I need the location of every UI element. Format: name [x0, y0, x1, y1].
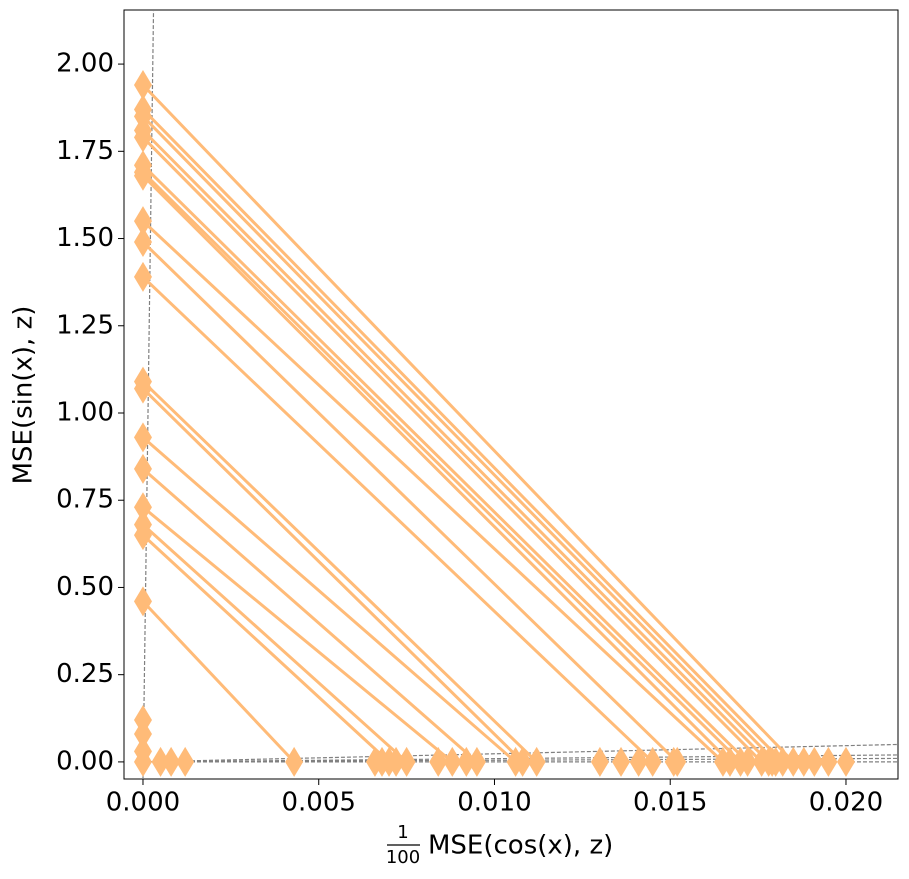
x-label-numerator: 1 [397, 822, 408, 843]
x-tick-label: 0.010 [457, 788, 531, 818]
marker [176, 746, 195, 777]
x-label-denominator: 100 [386, 847, 420, 868]
marker [133, 718, 152, 749]
marker [133, 586, 152, 617]
y-tick-label: 0.75 [56, 485, 114, 515]
marker [133, 373, 152, 404]
marker [151, 746, 170, 777]
segment-line [141, 115, 777, 763]
marker [467, 746, 486, 777]
segment-line [141, 129, 770, 763]
x-tick-label: 0.020 [809, 788, 883, 818]
y-tick-label: 1.00 [56, 397, 114, 427]
segment-line [142, 506, 454, 764]
y-tick-label: 1.25 [56, 310, 114, 340]
marker [429, 746, 448, 777]
plot-area [123, 9, 899, 780]
marker [397, 746, 416, 777]
marker [133, 736, 152, 767]
segment-line [141, 534, 391, 764]
segment-line [141, 467, 478, 764]
marker [387, 746, 406, 777]
marker [713, 746, 732, 777]
marker [629, 746, 648, 777]
marker [443, 746, 462, 777]
marker [133, 422, 152, 453]
x-tick-label: 0.015 [633, 788, 707, 818]
marker [805, 746, 824, 777]
segment-line [141, 240, 679, 763]
segment-line [141, 380, 538, 763]
marker [612, 746, 631, 777]
marker [373, 746, 391, 777]
marker [763, 746, 782, 777]
segment-line [141, 275, 654, 763]
y-tick-label: 0.50 [56, 572, 114, 602]
segment-line [141, 83, 795, 763]
y-tick-label: 0.25 [56, 659, 114, 689]
y-axis-label: MSE(sin(x), z) [9, 306, 39, 485]
marker [836, 746, 855, 777]
marker [819, 746, 838, 777]
marker [752, 746, 771, 777]
y-tick-label: 1.50 [56, 223, 114, 253]
marker [784, 746, 803, 777]
x-tick-label: 0.000 [106, 788, 180, 818]
marker [133, 160, 152, 191]
y-tick-label: 0.00 [56, 746, 114, 776]
marker [643, 746, 662, 777]
segment-line [141, 108, 784, 763]
segment-line [141, 436, 517, 764]
x-tick-label: 0.005 [282, 788, 356, 818]
marker [457, 746, 476, 777]
segment-line [141, 600, 296, 763]
marker [162, 746, 181, 777]
segment-line [141, 136, 763, 763]
marker [133, 70, 152, 101]
marker [731, 746, 750, 777]
y-tick-label: 2.00 [56, 49, 114, 79]
marker [133, 453, 152, 484]
marker [506, 746, 525, 777]
marker [133, 206, 152, 237]
segment-line [141, 523, 408, 764]
marker [133, 492, 152, 523]
marker [285, 746, 304, 777]
y-tick-label: 1.75 [56, 136, 114, 166]
marker [590, 746, 609, 777]
marker [794, 746, 813, 777]
segment-line [141, 171, 742, 763]
marker [133, 122, 152, 153]
segment-line [141, 219, 724, 764]
segment-line [141, 164, 749, 763]
marker [527, 746, 546, 777]
x-axis-label: MSE(cos(x), z) [428, 831, 613, 861]
segment-line [141, 387, 524, 763]
marker [133, 227, 152, 258]
marker [664, 746, 683, 777]
marker [133, 520, 152, 551]
marker [133, 261, 152, 292]
segment-line [141, 174, 732, 763]
